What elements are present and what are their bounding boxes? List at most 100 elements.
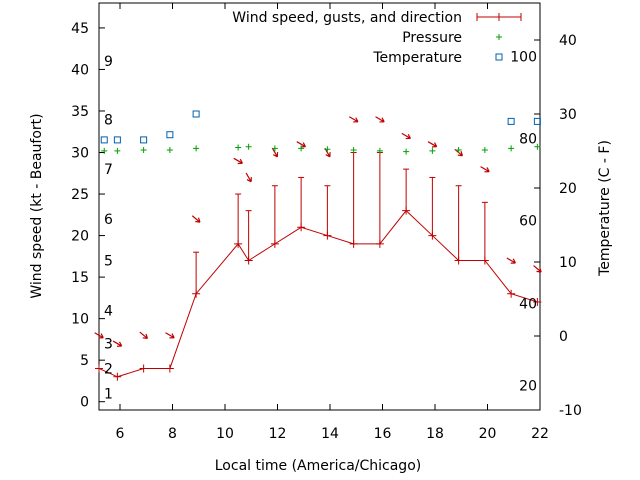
legend-wind-ticks <box>476 13 522 21</box>
legend-label-wind: Wind speed, gusts, and direction <box>232 10 462 26</box>
wind-speed-point <box>402 206 411 215</box>
wind-speed-point <box>349 239 358 248</box>
wind-speed-point <box>234 239 243 248</box>
pressure-point <box>508 145 515 152</box>
y-axis-label-left: Wind speed (kt - Beaufort) <box>29 113 45 298</box>
pressure-point <box>298 145 305 152</box>
pressure-point <box>114 147 121 154</box>
x-tick-label: 20 <box>479 426 497 442</box>
pressure-point <box>455 147 462 154</box>
beaufort-label: 8 <box>104 112 113 128</box>
fahrenheit-label: 60 <box>519 214 537 230</box>
wind-speed-point <box>454 256 463 265</box>
label-layer: 6 8 10 12 14 16 18 20 22051015202530354045-10010… <box>71 21 582 442</box>
wind-direction-arrow <box>533 265 542 273</box>
y-left-tick-label: 35 <box>71 104 89 120</box>
pressure-point <box>140 147 147 154</box>
pressure-point <box>481 147 488 154</box>
x-tick-label: 10 <box>216 426 234 442</box>
pressure-point <box>245 143 252 150</box>
pressure-point <box>534 143 541 150</box>
y-right-tick-label: 30 <box>559 107 577 123</box>
wind-direction-arrow <box>245 172 252 183</box>
legend-label-pressure: Pressure <box>402 30 462 46</box>
x-tick-label: 14 <box>321 426 339 442</box>
x-tick-label: 12 <box>269 426 287 442</box>
fahrenheit-label: 20 <box>519 379 537 395</box>
x-axis-label: Local time (America/Chicago) <box>215 458 421 474</box>
wind-speed-line <box>98 209 538 378</box>
wind-speed-point <box>480 256 489 265</box>
pressure-point <box>350 147 357 154</box>
wind-speed-point <box>165 364 174 373</box>
y-axis-label-right: Temperature (C - F) <box>597 140 613 277</box>
wind-direction-arrow <box>165 332 175 339</box>
temperature-point <box>113 136 121 144</box>
beaufort-label: 6 <box>104 212 113 228</box>
beaufort-label: 5 <box>104 253 113 269</box>
wind-speed-point <box>428 231 437 240</box>
beaufort-label: 2 <box>104 361 113 377</box>
temperature-point <box>192 110 200 118</box>
wind-direction-arrow <box>506 257 516 264</box>
pressure-point <box>166 147 173 154</box>
legend-label-temperature: Temperature <box>372 50 462 66</box>
beaufort-label: 7 <box>104 162 113 178</box>
temperature-point <box>507 117 515 125</box>
y-right-tick-label: 0 <box>559 329 568 345</box>
x-tick-label: 18 <box>426 426 444 442</box>
wind-direction-arrow <box>233 157 243 165</box>
legend-temperature-mark <box>495 53 503 61</box>
y-left-tick-label: 40 <box>71 62 89 78</box>
y-left-tick-label: 10 <box>71 312 89 328</box>
y-left-tick-label: 25 <box>71 187 89 203</box>
x-tick-label: 16 <box>374 426 392 442</box>
pressure-point <box>235 144 242 151</box>
wind-direction-arrow <box>375 116 385 123</box>
wind-direction-arrow <box>427 141 438 148</box>
x-tick-label: 22 <box>531 426 549 442</box>
y-left-tick-label: 30 <box>71 146 89 162</box>
wind-speed-point <box>507 289 516 298</box>
x-tick-label: 8 <box>168 426 177 442</box>
wind-speed-point <box>95 364 103 373</box>
legend-marks <box>476 13 522 61</box>
pressure-point <box>429 147 436 154</box>
pressure-point <box>324 146 331 153</box>
temperature-point <box>100 136 108 144</box>
series-layer <box>94 110 542 381</box>
y-right-tick-label: 40 <box>559 33 577 49</box>
y-left-tick-label: 20 <box>71 229 89 245</box>
temperature-point <box>166 131 174 139</box>
temperature-point <box>533 117 541 125</box>
wind-direction-arrow <box>480 166 490 173</box>
y-left-tick-label: 5 <box>80 353 89 369</box>
y-right-tick-label: 20 <box>559 181 577 197</box>
wind-speed-point <box>192 289 201 298</box>
fahrenheit-label: 100 <box>510 49 537 65</box>
beaufort-label: 1 <box>104 386 113 402</box>
wind-speed-point <box>533 298 542 307</box>
temperature-point <box>140 136 148 144</box>
y-left-tick-label: 45 <box>71 21 89 37</box>
legend-pressure-mark <box>496 34 502 40</box>
pressure-point <box>271 145 278 152</box>
wind-speed-point <box>375 239 384 248</box>
fahrenheit-label: 40 <box>519 296 537 312</box>
wind-direction-arrow <box>348 116 359 123</box>
wind-speed-point <box>297 223 306 232</box>
wind-direction-arrow <box>112 340 123 347</box>
pressure-point <box>376 147 383 154</box>
beaufort-label: 4 <box>104 303 113 319</box>
wind-speed-point <box>244 256 253 265</box>
wind-direction-arrow <box>94 332 104 339</box>
y-left-tick-label: 0 <box>80 395 89 411</box>
wind-speed-point <box>139 364 148 373</box>
wind-direction-arrow <box>139 331 149 340</box>
beaufort-label: 3 <box>104 337 113 353</box>
pressure-point <box>101 147 108 154</box>
pressure-point <box>193 145 200 152</box>
y-left-tick-label: 15 <box>71 270 89 286</box>
wind-direction-arrow <box>191 215 201 223</box>
